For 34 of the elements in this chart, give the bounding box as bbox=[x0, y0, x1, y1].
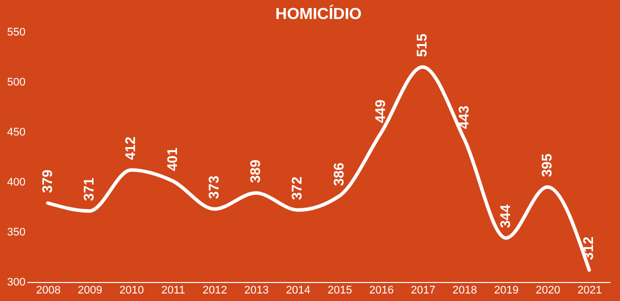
x-tick-label: 2021 bbox=[577, 284, 602, 296]
x-tick-label: 2011 bbox=[161, 284, 186, 296]
x-tick-label: 2009 bbox=[78, 284, 102, 296]
y-tick-label: 400 bbox=[7, 176, 26, 188]
y-tick-label: 350 bbox=[7, 226, 26, 238]
x-tick-label: 2012 bbox=[202, 284, 228, 296]
x-tick-label: 2020 bbox=[536, 284, 560, 296]
y-tick-label: 550 bbox=[7, 26, 26, 38]
data-label: 412 bbox=[122, 136, 138, 160]
x-tick-label: 2015 bbox=[328, 284, 352, 296]
data-label: 371 bbox=[80, 177, 96, 201]
chart-title: HOMICÍDIO bbox=[275, 4, 362, 23]
x-tick-label: 2016 bbox=[369, 284, 394, 296]
y-tick-label: 500 bbox=[7, 76, 26, 88]
x-tick-label: 2014 bbox=[286, 284, 310, 296]
x-tick-label: 2013 bbox=[244, 284, 269, 296]
data-label: 395 bbox=[538, 153, 555, 177]
data-label: 389 bbox=[247, 159, 264, 183]
data-label: 379 bbox=[38, 169, 55, 193]
data-label: 443 bbox=[455, 105, 472, 129]
x-tick-label: 2018 bbox=[452, 284, 477, 296]
data-label: 373 bbox=[205, 175, 222, 199]
data-label: 515 bbox=[414, 33, 430, 57]
x-tick-label: 2019 bbox=[494, 284, 519, 296]
data-label: 344 bbox=[496, 204, 513, 228]
x-tick-label: 2010 bbox=[119, 284, 144, 296]
x-tick-label: 2008 bbox=[36, 284, 61, 296]
data-label: 386 bbox=[330, 162, 346, 186]
y-tick-label: 450 bbox=[7, 126, 26, 138]
y-tick-label: 300 bbox=[7, 276, 26, 288]
x-tick-label: 2017 bbox=[410, 284, 436, 296]
data-label: 449 bbox=[372, 99, 388, 123]
data-label: 401 bbox=[164, 147, 180, 171]
data-label: 372 bbox=[288, 176, 305, 200]
